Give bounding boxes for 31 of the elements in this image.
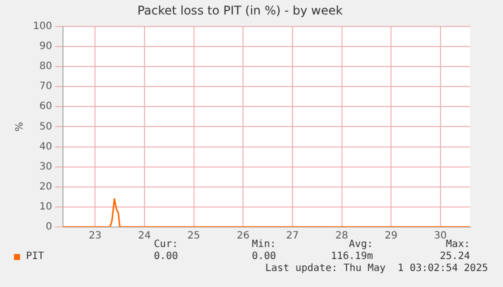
y-tick-label: 10 (39, 202, 52, 213)
text: Avg: (348, 239, 373, 250)
text: 0.00 (154, 251, 178, 262)
x-tick-label: 23 (88, 230, 102, 242)
x-tick-label: 29 (384, 230, 398, 242)
y-tick-label: 60 (39, 101, 52, 112)
text: 116.19m (330, 251, 373, 262)
y-tick-label: 70 (39, 81, 52, 92)
y-tick-label: 80 (39, 61, 52, 72)
y-tick-label: 0 (46, 222, 52, 233)
text: 25.24 (440, 251, 470, 262)
y-axis-title: % (14, 122, 26, 132)
x-tick-label: 24 (138, 230, 151, 242)
text: Max: (446, 239, 470, 250)
text: Last update: Thu May 1 03:02:54 2025 (265, 263, 488, 274)
x-tick-label: 25 (187, 230, 200, 242)
x-tick-label: 30 (434, 230, 447, 242)
x-tick-label: 27 (286, 230, 299, 242)
y-tick-label: 40 (39, 141, 52, 152)
text: 0.00 (252, 251, 276, 262)
y-tick-label: 30 (39, 161, 52, 172)
y-tick-label: 90 (39, 41, 52, 52)
y-tick-label: 100 (32, 20, 52, 32)
y-tick-label: 50 (39, 121, 52, 132)
text: Min: (252, 239, 276, 250)
legend-label: PIT (26, 251, 44, 262)
chart-title: Packet loss to PIT (in %) - by week (137, 3, 343, 18)
y-tick-label: 20 (39, 181, 52, 192)
text: Cur: (154, 239, 178, 250)
x-tick-label: 26 (236, 230, 250, 242)
x-tick-label: 28 (335, 230, 348, 242)
